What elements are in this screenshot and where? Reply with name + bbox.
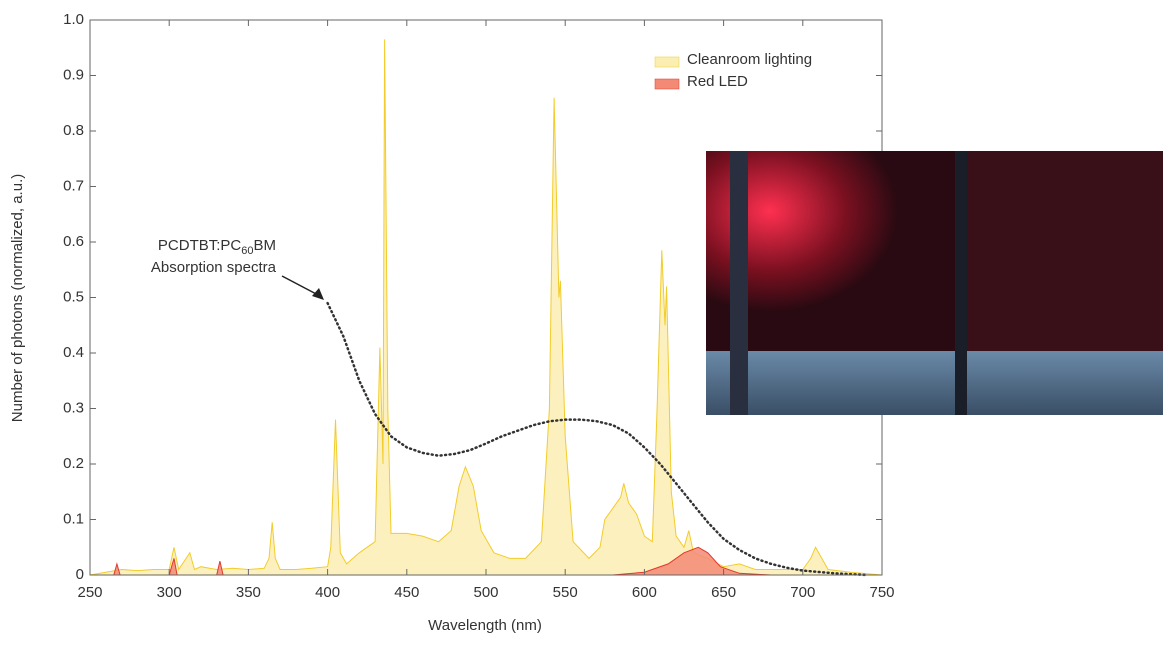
x-tick-label: 500	[473, 584, 498, 601]
y-tick-label: 0	[76, 566, 84, 583]
arrow	[281, 275, 321, 297]
y-tick-label: 0.3	[63, 399, 84, 416]
x-tick-label: 400	[315, 584, 340, 601]
annotation-subscript: 60	[241, 245, 253, 257]
y-tick-label: 0.9	[63, 66, 84, 83]
arrow-head	[312, 288, 324, 300]
y-tick-label: 0.5	[63, 288, 84, 305]
x-tick-label: 250	[77, 584, 102, 601]
absorption-line	[326, 301, 868, 577]
x-tick-label: 300	[157, 584, 182, 601]
x-tick-label: 550	[553, 584, 578, 601]
annotation: PCDTBT:PC60BM	[158, 237, 276, 257]
y-tick-label: 0.6	[63, 233, 84, 250]
x-tick-label: 650	[711, 584, 736, 601]
legend-swatch	[654, 56, 680, 68]
y-tick-label: 0.1	[63, 510, 84, 527]
x-tick-label: 750	[869, 584, 894, 601]
x-tick-label: 600	[632, 584, 657, 601]
y-axis-label: Number of photons (normalized, a.u.)	[9, 174, 26, 422]
annotation-text: BM	[254, 237, 277, 254]
y-tick-label: 0.2	[63, 455, 84, 472]
x-axis-label: Wavelength (nm)	[428, 617, 542, 634]
x-tick-label: 450	[394, 584, 419, 601]
legend-swatch	[654, 78, 680, 90]
x-tick-label: 700	[790, 584, 815, 601]
y-tick-label: 0.8	[63, 122, 84, 139]
annotation-text: PCDTBT:PC	[158, 237, 242, 254]
y-tick-label: 0.4	[63, 344, 84, 361]
annotation: Absorption spectra	[151, 259, 277, 276]
area-fill	[90, 547, 882, 575]
x-tick-label: 350	[236, 584, 261, 601]
legend-label: Red LED	[687, 73, 748, 90]
photo	[706, 151, 1163, 415]
y-tick-label: 1.0	[63, 11, 84, 28]
spectrum-line	[89, 39, 883, 576]
y-tick-label: 0.7	[63, 177, 84, 194]
legend-label: Cleanroom lighting	[687, 51, 812, 68]
